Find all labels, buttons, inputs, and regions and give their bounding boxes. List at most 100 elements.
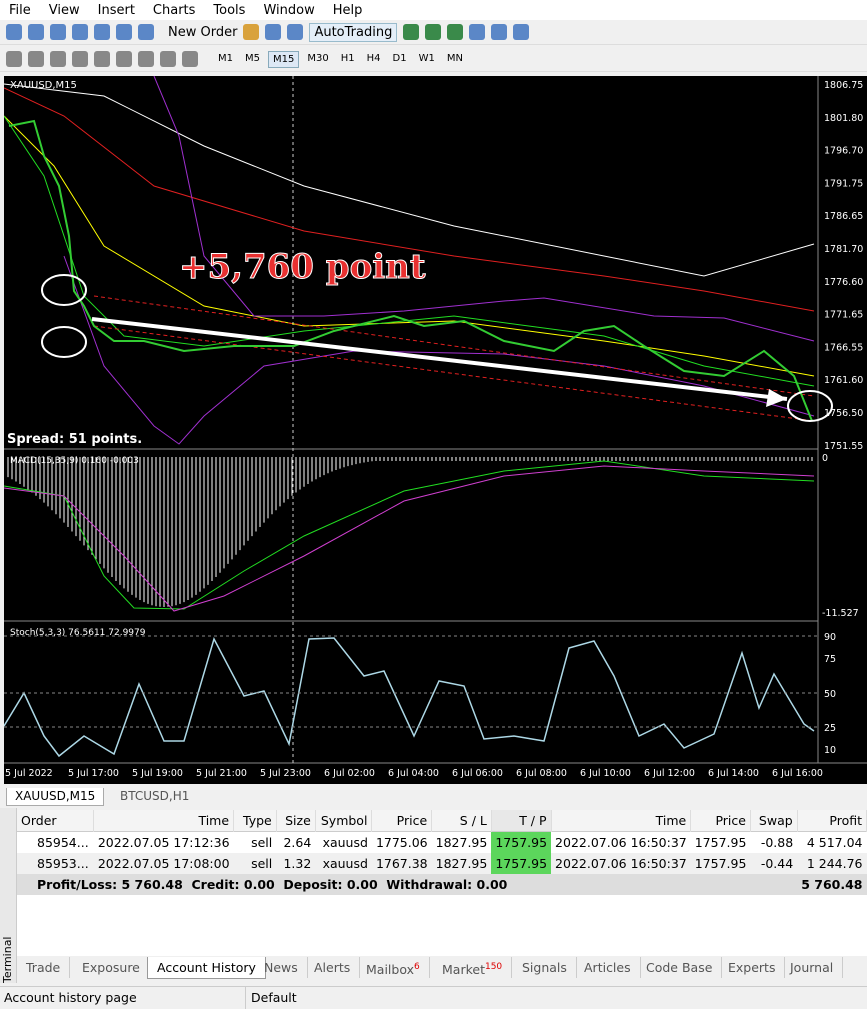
column-header[interactable]: Swap xyxy=(750,810,798,832)
icon[interactable] xyxy=(243,24,260,40)
price-label: 1771.65 xyxy=(824,310,863,321)
badge: 6 xyxy=(414,962,420,972)
terminal-tab[interactable]: News xyxy=(255,957,308,978)
icon[interactable] xyxy=(138,24,154,40)
time-label: 5 Jul 23:00 xyxy=(260,768,311,779)
spread: Spread: 51 points. xyxy=(7,432,142,447)
timeframe[interactable]: MN xyxy=(446,52,463,64)
column-header[interactable]: T / P xyxy=(491,810,552,832)
column-header[interactable]: Price xyxy=(690,810,751,832)
column-header[interactable]: Symbol xyxy=(315,810,373,832)
icon[interactable] xyxy=(447,24,464,40)
status-profile: Default xyxy=(251,990,297,1005)
terminal-tab[interactable]: Exposure xyxy=(73,957,150,978)
cell: 2.64 xyxy=(283,835,312,850)
timeframe[interactable]: W1 xyxy=(418,52,435,64)
icon[interactable] xyxy=(160,51,176,67)
cell: sell xyxy=(251,856,273,871)
circle xyxy=(41,274,87,306)
order-row[interactable]: 85953... 2022.07.05 17:08:00 sell 1.32 xauus… xyxy=(17,853,867,874)
icon[interactable] xyxy=(138,51,154,67)
time-label: 6 Jul 04:00 xyxy=(388,768,439,779)
cell: 1757.95 xyxy=(491,831,552,853)
timeframe[interactable]: M1 xyxy=(218,52,233,64)
column-header[interactable]: Profit xyxy=(797,810,867,832)
order-row[interactable]: 85954... 2022.07.05 17:12:36 sell 2.64 xauus… xyxy=(17,831,867,853)
cell: 1.32 xyxy=(283,856,312,871)
icon[interactable] xyxy=(94,51,110,67)
icon[interactable] xyxy=(50,24,66,40)
autotrading-button[interactable]: AutoTrading xyxy=(309,22,398,42)
icon[interactable] xyxy=(287,24,304,40)
menu-item[interactable]: Help xyxy=(332,2,363,18)
icon[interactable] xyxy=(72,24,88,40)
terminal-tab[interactable]: Articles xyxy=(575,957,641,978)
cell: 85954... xyxy=(37,835,89,850)
timeframe[interactable]: D1 xyxy=(392,52,407,64)
column-header[interactable]: Time xyxy=(551,810,692,832)
icon[interactable] xyxy=(469,24,486,40)
terminal-tab[interactable]: Alerts xyxy=(305,957,361,978)
icon[interactable] xyxy=(513,24,530,40)
menu-item[interactable]: File xyxy=(9,2,31,18)
icon[interactable] xyxy=(28,24,44,40)
icon[interactable] xyxy=(116,24,132,40)
toolbar: M1 M5 M15 M30 H1 H4 D1 W1 MN xyxy=(0,47,867,72)
icon[interactable] xyxy=(403,24,420,40)
timeframe[interactable]: H4 xyxy=(366,52,381,64)
icon[interactable] xyxy=(50,51,66,67)
icon[interactable] xyxy=(116,51,132,67)
menu-item[interactable]: Insert xyxy=(97,2,135,18)
menu-item[interactable]: Window xyxy=(263,2,315,18)
price-label: 1756.50 xyxy=(824,408,863,419)
chart-tab[interactable]: XAUUSD,M15 xyxy=(6,788,105,806)
menu-bar: File View Insert Charts Tools Window Help xyxy=(0,0,867,20)
menu-item[interactable]: View xyxy=(48,2,80,18)
icon[interactable] xyxy=(28,51,44,67)
icon[interactable] xyxy=(6,51,22,67)
timeframe[interactable]: M15 xyxy=(268,50,300,68)
column-header[interactable]: Size xyxy=(276,810,316,832)
timeframes: M1 M5 M15 M30 H1 H4 D1 W1 MN xyxy=(214,50,467,68)
price-label: 1796.70 xyxy=(824,146,863,157)
circle xyxy=(41,326,87,358)
cell: 1 244.76 xyxy=(806,856,863,871)
cell: 85953... xyxy=(37,856,89,871)
cell: 1757.95 xyxy=(694,835,747,850)
timeframe[interactable]: M30 xyxy=(307,52,329,64)
menu-item[interactable]: Charts xyxy=(152,2,196,18)
icon[interactable] xyxy=(491,24,508,40)
icon[interactable] xyxy=(182,51,198,67)
time-label: 6 Jul 16:00 xyxy=(772,768,823,779)
column-header[interactable]: Type xyxy=(233,810,277,832)
terminal-tab[interactable]: Mailbox6 xyxy=(357,957,430,978)
icon[interactable] xyxy=(425,24,442,40)
column-header[interactable]: Order xyxy=(17,810,95,832)
macd-label: MACD(15,35,9) 0.160 -0.003 xyxy=(10,456,139,466)
cell: 2022.07.06 16:50:37 xyxy=(555,835,687,850)
cell: 1757.95 xyxy=(694,856,747,871)
terminal-tab[interactable]: Code Base xyxy=(637,957,723,978)
terminal-tab[interactable]: Journal xyxy=(781,957,844,978)
menu-item[interactable]: Tools xyxy=(213,2,246,18)
terminal-tab[interactable]: Signals xyxy=(513,957,577,978)
terminal-tabs: Trade Exposure Account History News Alerts Ma… xyxy=(17,956,867,980)
timeframe[interactable]: M5 xyxy=(245,52,260,64)
terminal-tab[interactable]: Account History xyxy=(147,957,266,979)
column-header[interactable]: S / L xyxy=(431,810,492,832)
terminal-tab[interactable]: Experts xyxy=(719,957,786,978)
icon[interactable] xyxy=(6,24,22,40)
chart-tab[interactable]: BTCUSD,H1 xyxy=(120,789,190,803)
new-order-button[interactable]: New Order xyxy=(168,24,238,40)
column-header[interactable]: Time xyxy=(93,810,235,832)
price-label: 1781.70 xyxy=(824,244,863,255)
column-header[interactable]: Price xyxy=(371,810,433,832)
icon[interactable] xyxy=(72,51,88,67)
timeframe[interactable]: H1 xyxy=(340,52,355,64)
arrow xyxy=(91,317,788,401)
price-label: 1751.55 xyxy=(824,441,863,452)
icon[interactable] xyxy=(94,24,110,40)
terminal-tab[interactable]: Trade xyxy=(17,957,71,978)
icon[interactable] xyxy=(265,24,282,40)
terminal-tab[interactable]: Market150 xyxy=(433,957,513,978)
